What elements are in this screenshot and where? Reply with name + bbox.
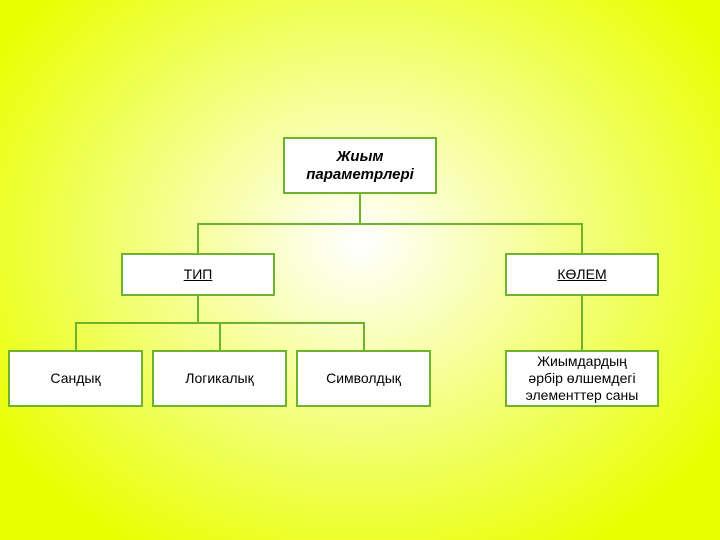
connector-line [75, 322, 77, 350]
node-label: КӨЛЕМ [557, 266, 606, 283]
node-tip: ТИП [121, 253, 275, 296]
node-simvoldyk: Символдық [296, 350, 431, 407]
node-zhiymdardyn: Жиымдардыңәрбір өлшемдегіэлементтер саны [505, 350, 659, 407]
node-label: ТИП [184, 266, 213, 283]
node-root: Жиымпараметрлері [283, 137, 437, 194]
node-kolem: КӨЛЕМ [505, 253, 659, 296]
connector-line [581, 223, 583, 254]
connector-line [219, 322, 221, 350]
connector-line [581, 323, 583, 350]
node-label: Логикалық [185, 370, 253, 387]
connector-line [197, 223, 199, 254]
connector-line [363, 322, 365, 350]
diagram-stage: Жиымпараметрлері ТИП КӨЛЕМ Сандық Логикалық С… [0, 0, 720, 540]
node-label: Символдық [326, 370, 401, 387]
connector-line [581, 296, 583, 323]
connector-line [197, 296, 199, 323]
node-label: Жиымдардыңәрбір өлшемдегіэлементтер саны [526, 353, 639, 403]
connector-line [359, 194, 361, 224]
connector-line [197, 223, 583, 225]
node-sandyk: Сандық [8, 350, 143, 407]
node-label: Жиымпараметрлері [306, 148, 414, 184]
node-logikalyk: Логикалық [152, 350, 287, 407]
node-label: Сандық [50, 370, 100, 387]
